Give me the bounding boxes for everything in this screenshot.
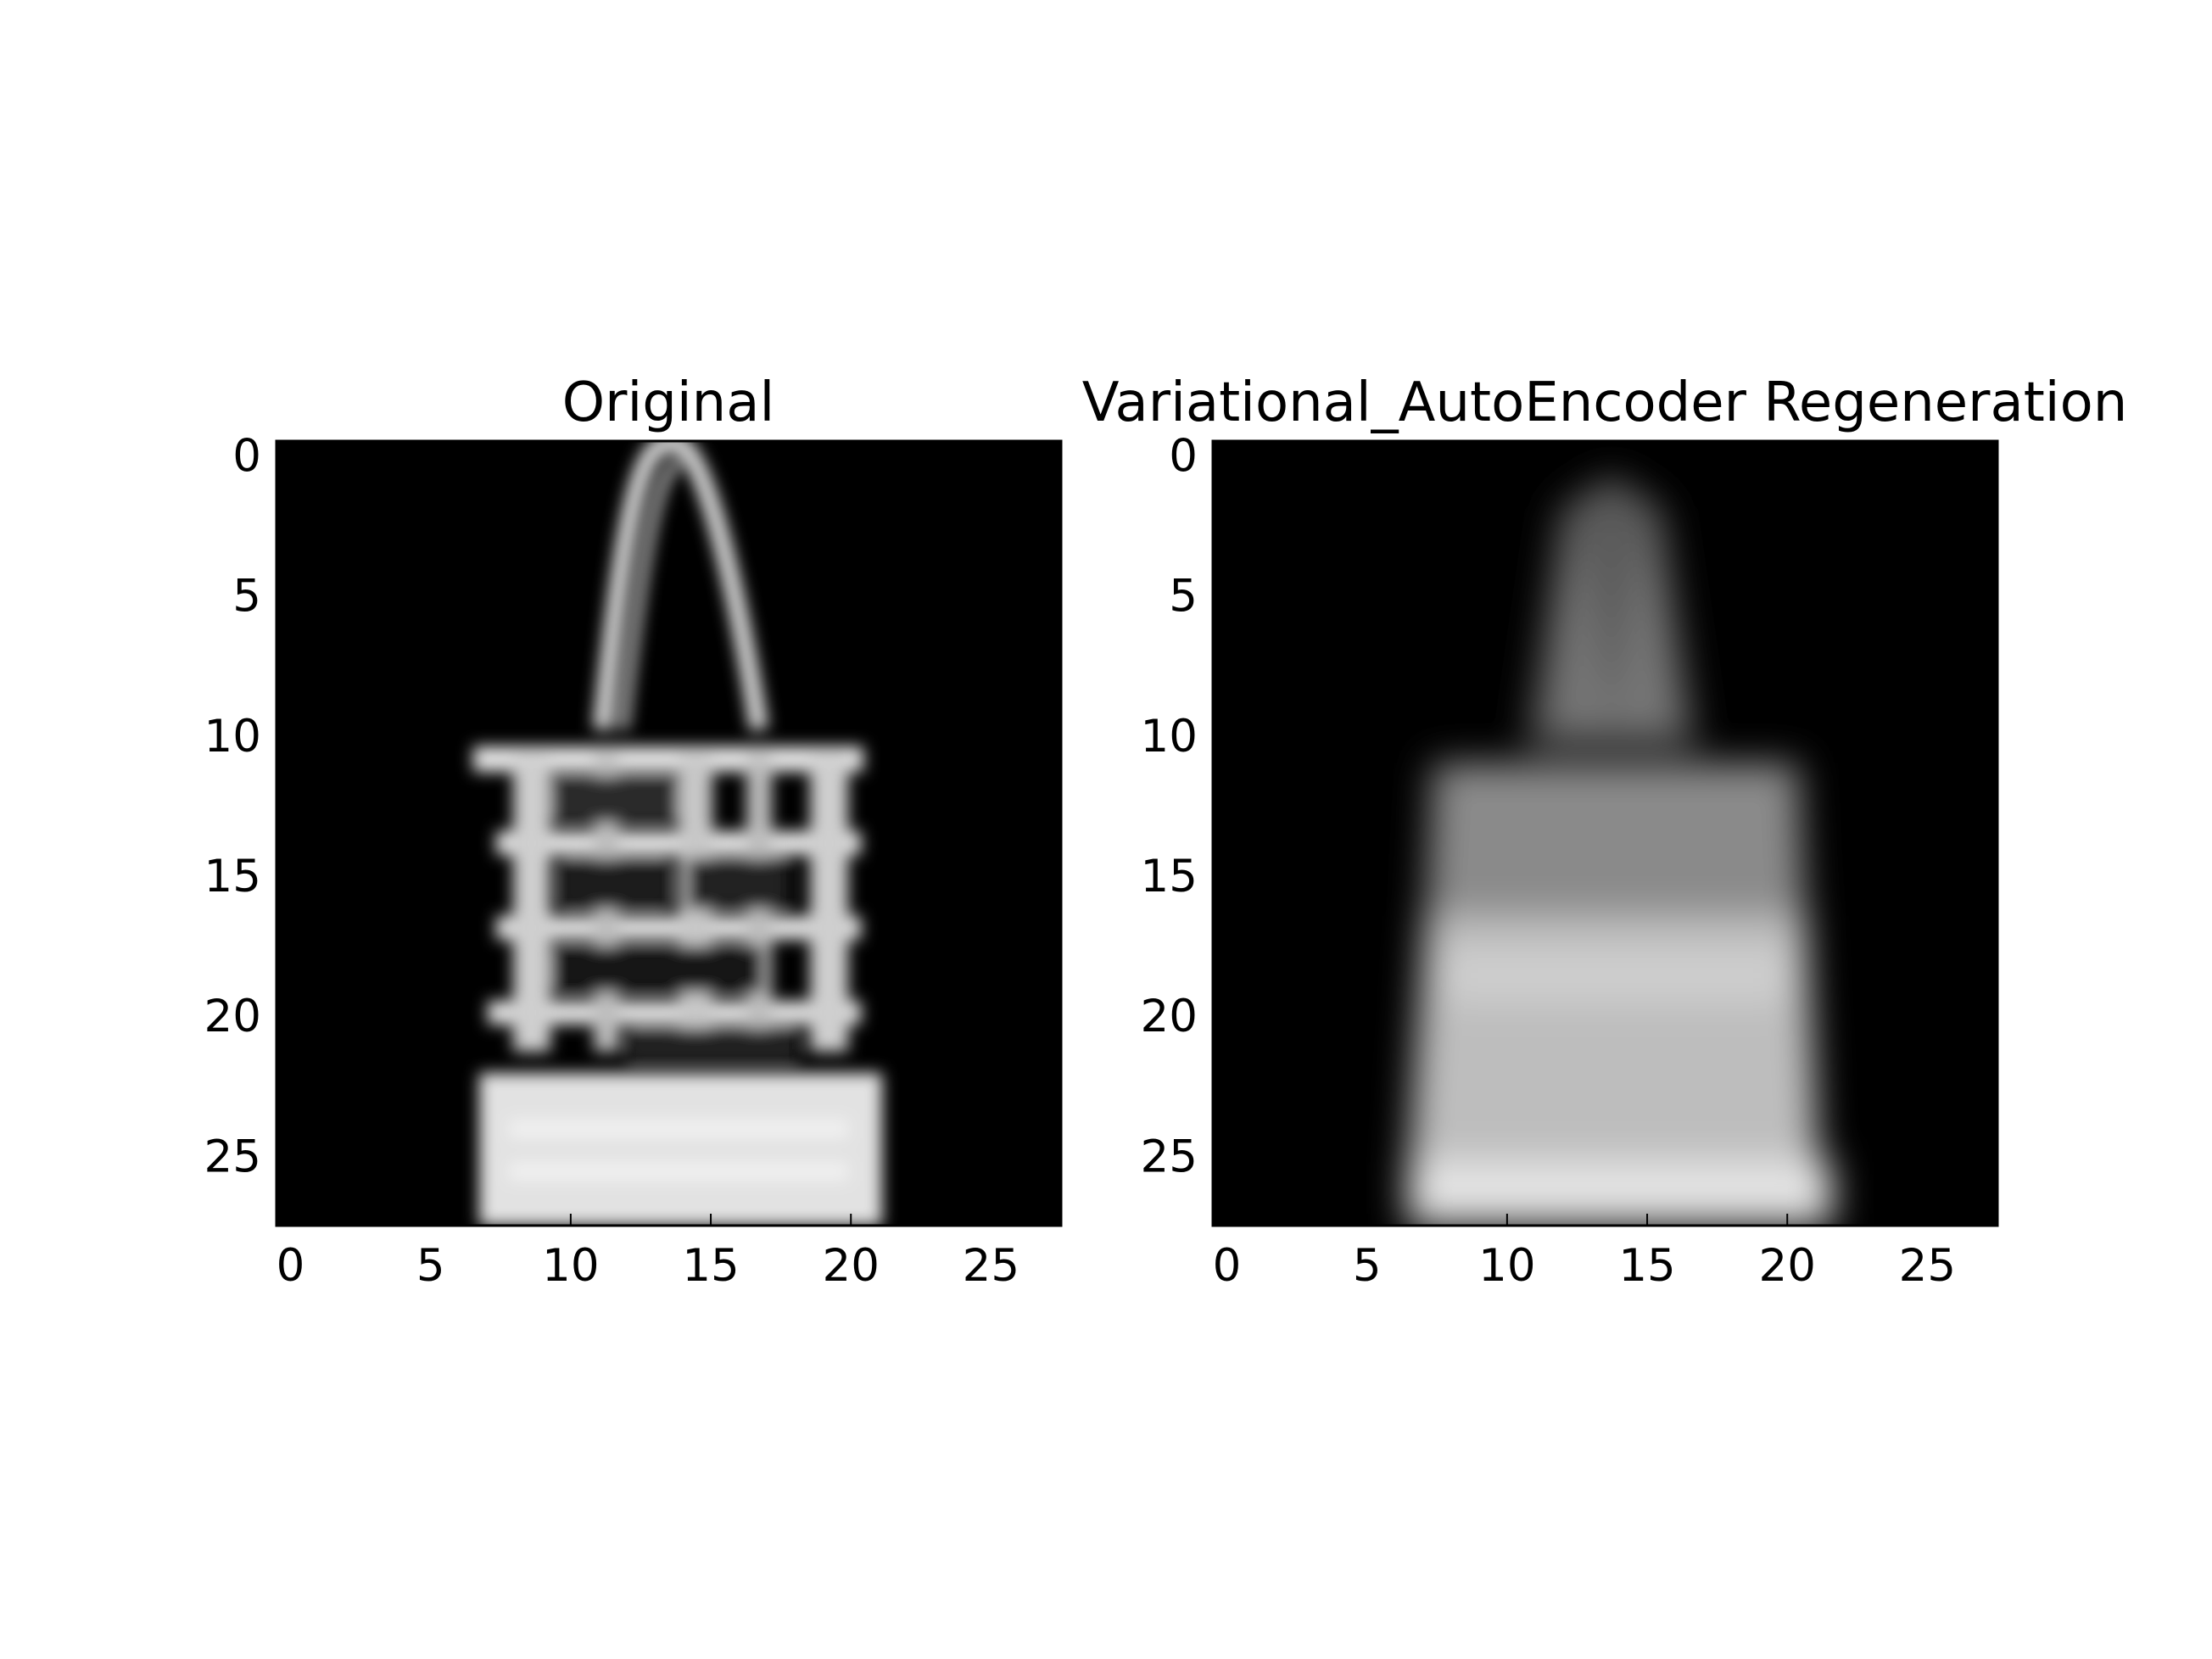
- regeneration-xtick-label: 0: [1213, 1240, 1242, 1292]
- original-ytick-label: 25: [204, 1131, 261, 1182]
- regeneration-panel: Variational_AutoEncoder Regeneration 0 5 1…: [1082, 371, 2128, 1292]
- original-image: [276, 441, 1061, 1226]
- regeneration-image: [1213, 441, 1997, 1226]
- original-xtick-label: 15: [682, 1240, 739, 1292]
- regeneration-xtick-label: 20: [1759, 1240, 1816, 1292]
- regeneration-ytick-label: 5: [1169, 571, 1198, 623]
- regeneration-ytick-label: 0: [1169, 431, 1198, 483]
- regeneration-ytick-label: 25: [1141, 1131, 1198, 1182]
- original-axes-frame: [275, 439, 1063, 1227]
- original-ticks: 0 5 10 15 20 25 0 5 10 15 20 25: [204, 431, 1020, 1292]
- regeneration-xtick-label: 15: [1618, 1240, 1675, 1292]
- original-ytick-label: 10: [204, 711, 261, 762]
- original-xtick-label: 20: [823, 1240, 880, 1292]
- regeneration-xtick-label: 5: [1353, 1240, 1382, 1292]
- original-xtick-label: 0: [276, 1240, 305, 1292]
- regeneration-xtick-label: 25: [1899, 1240, 1956, 1292]
- regeneration-xtick-label: 10: [1478, 1240, 1535, 1292]
- bag-handle: [593, 441, 768, 731]
- regeneration-axes-frame: [1211, 439, 1999, 1227]
- original-title: Original: [562, 371, 774, 434]
- original-ytick-label: 0: [232, 431, 261, 483]
- original-xtick-label: 5: [416, 1240, 445, 1292]
- regeneration-ytick-label: 10: [1141, 711, 1198, 762]
- original-xtick-label: 10: [542, 1240, 599, 1292]
- original-ytick-label: 15: [204, 851, 261, 902]
- original-panel: Original: [204, 371, 1063, 1292]
- original-xtick-label: 25: [963, 1240, 1019, 1292]
- original-ytick-label: 5: [232, 571, 261, 623]
- regeneration-ytick-label: 20: [1141, 991, 1198, 1042]
- regeneration-ticks: 0 5 10 15 20 25 0 5 10 15 20 25: [1141, 431, 1957, 1292]
- regeneration-ytick-label: 15: [1141, 851, 1198, 902]
- original-ytick-label: 20: [204, 991, 261, 1042]
- regeneration-title: Variational_AutoEncoder Regeneration: [1082, 371, 2128, 434]
